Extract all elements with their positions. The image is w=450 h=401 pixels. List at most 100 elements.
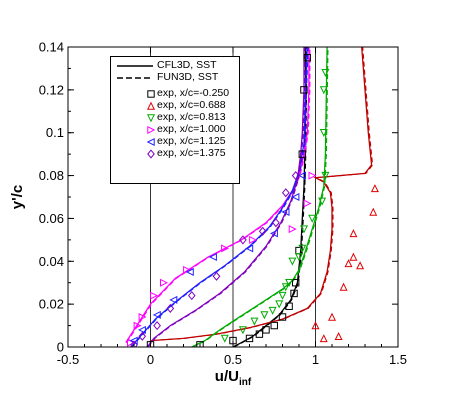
exp-point [245, 244, 254, 253]
legend-marker-sample [147, 90, 155, 98]
exp-point [349, 252, 358, 261]
legend-marker [147, 125, 155, 135]
curve-fun3d [126, 47, 311, 343]
legend-entry: FUN3D, SST [111, 71, 241, 84]
legend-marker [147, 149, 155, 159]
exp-point [318, 197, 327, 206]
exp-point [275, 300, 284, 309]
exp-point [327, 312, 337, 321]
exp-point [370, 184, 379, 193]
legend-marker [147, 90, 155, 98]
curve-fun3d [131, 47, 309, 347]
legend-label: FUN3D, SST [157, 71, 219, 83]
exp-point [356, 261, 365, 270]
legend-entry: exp, x/c=1.000 [111, 123, 241, 136]
exp-point [278, 291, 287, 300]
exp-point [278, 313, 287, 321]
exp-point [292, 279, 300, 287]
legend-label: exp, x/c=1.375 [157, 147, 226, 159]
experimental-points [127, 54, 379, 347]
exp-point [285, 302, 293, 310]
exp-point [208, 252, 217, 262]
legend-entry: exp, x/c=1.375 [111, 147, 241, 160]
curve-fun3d [233, 47, 308, 347]
exp-point [153, 321, 161, 331]
y-axis-label: y'/c [9, 185, 26, 209]
legend-marker-sample [146, 101, 155, 110]
legend-marker-sample [146, 114, 155, 123]
exp-point [152, 310, 161, 319]
exp-point [238, 326, 247, 335]
exp-point [334, 331, 343, 340]
x-tick-label: 1.5 [389, 352, 407, 367]
legend-marker [146, 137, 155, 147]
exp-point [160, 278, 169, 287]
legend-label: CFL3D, SST [157, 59, 217, 71]
curve-fun3d [147, 47, 306, 347]
exp-point [285, 279, 294, 288]
curve-fun3d [192, 47, 329, 347]
legend: CFL3D, SST FUN3D, SST exp, x/c=-0.250 exp, … [110, 56, 240, 184]
exp-point [245, 334, 254, 343]
exp-point [288, 257, 297, 266]
legend-label: exp, x/c=1.000 [157, 123, 226, 135]
exp-point [169, 295, 178, 304]
exp-point [291, 171, 300, 181]
exp-point [299, 225, 309, 234]
y-tick-label: 0.02 [39, 297, 64, 312]
exp-point [311, 321, 320, 330]
legend-marker-sample [147, 125, 155, 135]
exp-point [137, 325, 146, 334]
x-axis-label-main: u/U [215, 368, 239, 385]
exp-point [258, 226, 267, 236]
y-tick-label: 0.12 [39, 82, 64, 97]
exp-point [339, 282, 348, 291]
y-tick-label: 0.04 [39, 254, 64, 269]
exp-point [294, 253, 304, 262]
exp-point [303, 199, 312, 208]
exp-point [344, 259, 353, 268]
y-tick-label: 0.1 [46, 125, 64, 140]
exp-point [321, 69, 330, 78]
legend-entry: exp, x/c=0.688 [111, 99, 241, 112]
exp-point [349, 229, 358, 238]
model-curves [125, 47, 374, 347]
exp-point [262, 326, 270, 334]
exp-point [268, 306, 277, 315]
exp-point [269, 229, 278, 238]
x-tick-label: 0.5 [224, 352, 242, 367]
exp-point [290, 289, 298, 298]
exp-point [300, 86, 308, 94]
y-tick-label: 0.06 [39, 211, 64, 226]
exp-point [220, 334, 229, 343]
exp-point [249, 235, 258, 244]
legend-marker [146, 114, 155, 123]
exp-point [212, 271, 221, 281]
legend-entry: exp, x/c=1.125 [111, 135, 241, 148]
exp-point [281, 207, 290, 217]
exp-point [298, 244, 307, 253]
exp-point [260, 311, 269, 320]
x-tick-label: 1 [312, 352, 319, 367]
exp-point [308, 171, 317, 180]
exp-point [221, 244, 230, 253]
exp-point [166, 303, 175, 313]
exp-point [196, 341, 204, 347]
legend-marker-sample [146, 137, 155, 147]
exp-point [281, 283, 290, 292]
legend-marker-sample [147, 149, 155, 159]
exp-point [250, 317, 259, 326]
curve-cfl3d [125, 47, 310, 344]
exp-point [185, 267, 194, 277]
y-tick-label: 0.08 [39, 168, 64, 183]
x-axis-label-subscript: inf [239, 377, 252, 388]
exp-point [319, 129, 328, 138]
legend-marker [146, 101, 155, 110]
exp-point [255, 330, 264, 338]
legend-line-sample [117, 77, 153, 79]
exp-point [138, 312, 147, 322]
legend-label: exp, x/c=-0.250 [157, 87, 230, 99]
exp-point [187, 291, 196, 301]
y-tick-label: 0.14 [39, 40, 64, 55]
